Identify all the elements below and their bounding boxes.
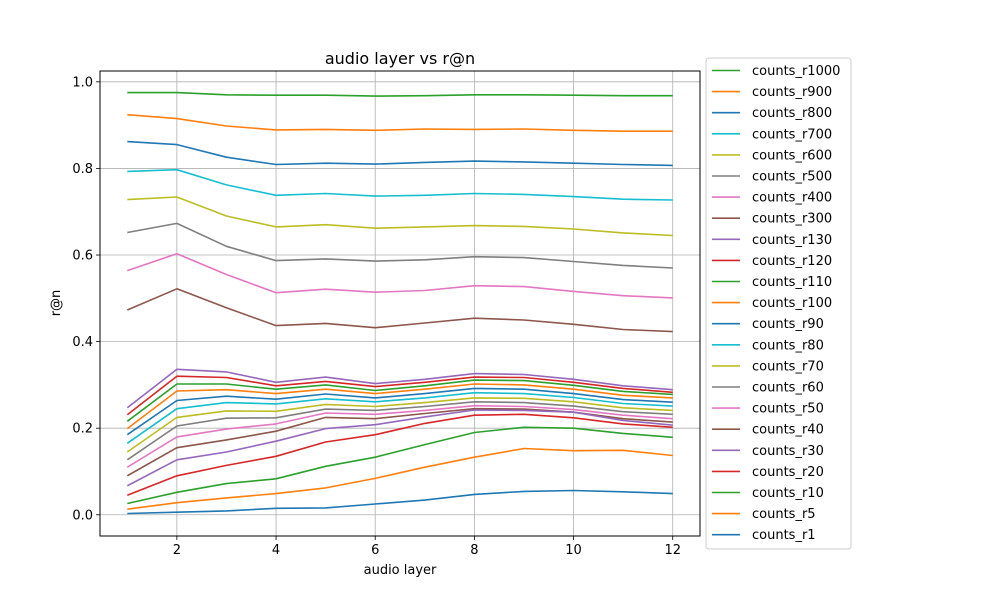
series-line-counts_r100	[126, 383, 673, 430]
series-line-counts_r70	[126, 397, 673, 453]
legend-label-counts_r20: counts_r20	[752, 465, 824, 480]
chart-title: audio layer vs r@n	[325, 49, 475, 68]
series-line-counts_r60	[126, 400, 673, 461]
series-line-counts_r80	[126, 391, 673, 444]
series-line-counts_r1000	[127, 91, 673, 97]
series-line-counts_r1	[127, 489, 673, 515]
legend-label-counts_r100: counts_r100	[752, 296, 832, 311]
series-line-counts_r90	[126, 387, 673, 436]
legend-label-counts_r90: counts_r90	[752, 317, 824, 332]
y-tick-label: 0.0	[72, 508, 93, 523]
x-axis-label: audio layer	[364, 563, 437, 578]
legend-label-counts_r70: counts_r70	[752, 359, 824, 374]
legend-label-counts_r5: counts_r5	[752, 507, 816, 522]
series-line-counts_r400	[127, 252, 673, 299]
legend-label-counts_r400: counts_r400	[752, 191, 832, 206]
legend-label-counts_r130: counts_r130	[752, 233, 832, 248]
plot-frame	[99, 70, 701, 537]
y-axis-label: r@n	[49, 290, 64, 317]
x-tick-label: 8	[470, 543, 478, 558]
legend-label-counts_r120: counts_r120	[752, 254, 832, 269]
x-tick-label: 4	[272, 543, 280, 558]
series-line-counts_r130	[126, 368, 673, 409]
y-tick-label: 1.0	[72, 75, 93, 90]
y-tick-label: 0.2	[72, 422, 93, 437]
legend-label-counts_r900: counts_r900	[752, 85, 832, 100]
legend-label-counts_r300: counts_r300	[752, 212, 832, 227]
grid	[100, 71, 700, 536]
legend-label-counts_r800: counts_r800	[752, 106, 832, 121]
x-tick-label: 2	[173, 543, 181, 558]
legend-frame	[705, 57, 852, 550]
series-line-counts_r50	[126, 404, 673, 468]
series-line-counts_r110	[126, 379, 673, 422]
series-line-counts_r40	[126, 407, 673, 477]
series-line-counts_r800	[127, 140, 673, 167]
series-line-counts_r300	[126, 287, 673, 333]
x-tick-label: 6	[371, 543, 379, 558]
legend-label-counts_r30: counts_r30	[752, 444, 824, 459]
series-line-counts_r120	[126, 375, 673, 416]
y-tick-label: 0.8	[72, 162, 93, 177]
series-line-counts_r600	[127, 196, 673, 237]
y-tick-label: 0.4	[72, 335, 93, 350]
legend-label-counts_r10: counts_r10	[752, 486, 824, 501]
legend: counts_r1000 counts_r900 counts_r800counts…	[705, 57, 852, 550]
legend-label-counts_r110: counts_r110	[752, 275, 832, 290]
legend-label-counts_r500: counts_r500	[752, 170, 832, 185]
series-lines	[126, 91, 673, 515]
y-tick-label: 0.6	[72, 249, 93, 264]
legend-label-counts_r1000: counts_r1000	[752, 64, 840, 79]
x-tick-label: 10	[565, 543, 582, 558]
series-line-counts_r700	[127, 168, 673, 201]
legend-label-counts_r80: counts_r80	[752, 338, 824, 353]
x-tick-label: 12	[664, 543, 681, 558]
legend-label-counts_r600: counts_r600	[752, 148, 832, 163]
series-line-counts_r10	[127, 426, 673, 505]
series-line-counts_r500	[127, 222, 673, 269]
series-line-counts_r5	[127, 447, 673, 510]
x-axis-ticks: 2 4 6 8 10 12	[173, 536, 681, 558]
legend-label-counts_r40: counts_r40	[752, 423, 824, 438]
legend-label-counts_r50: counts_r50	[752, 402, 824, 417]
legend-label-counts_r700: counts_r700	[752, 127, 832, 142]
legend-label-counts_r1: counts_r1	[752, 528, 816, 543]
series-line-counts_r20	[127, 413, 673, 497]
y-axis-ticks: 0.0 0.2 0.4 0.6 0.8 1.0	[72, 75, 100, 523]
legend-label-counts_r60: counts_r60	[752, 381, 824, 396]
series-line-counts_r900	[127, 113, 673, 132]
series-line-counts_r30	[126, 409, 673, 487]
